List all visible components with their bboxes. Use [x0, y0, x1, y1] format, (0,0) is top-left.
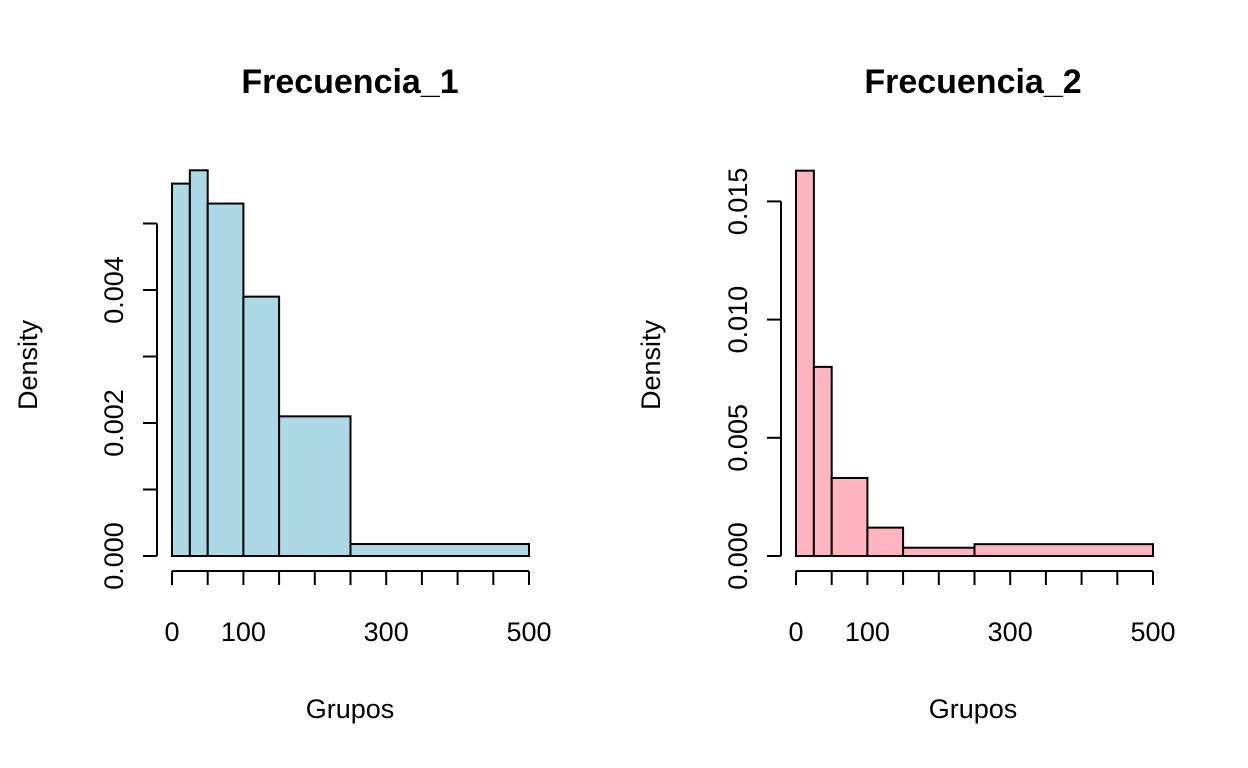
x-tick-label: 100: [845, 617, 890, 647]
chart-title-1: Frecuencia_1: [241, 63, 458, 101]
histogram-bar: [795, 169, 815, 557]
histogram-bar: [830, 476, 869, 558]
histogram-bar: [349, 543, 530, 558]
histogram-bar: [902, 546, 976, 558]
y-tick-label: 0.015: [723, 168, 753, 236]
histogram-bar: [188, 169, 209, 558]
bars-1: [171, 169, 530, 558]
x-tick-label: 500: [1130, 617, 1175, 647]
histogram-bar: [171, 182, 191, 557]
y-tick-label: 0.010: [723, 286, 753, 354]
histogram-bar: [278, 415, 352, 557]
y-axis-label-1: Density: [13, 319, 43, 410]
x-tick-label: 500: [506, 617, 551, 647]
histogram-panel-2: Frecuencia_2 Grupos Density 0 100 300 500 0.…: [636, 63, 1176, 724]
y-tick-label: 0.002: [99, 389, 129, 457]
y-tick-label: 0.005: [723, 404, 753, 472]
x-tick-label: 300: [988, 617, 1033, 647]
histogram-bar: [206, 202, 245, 558]
y-tick-label: 0.000: [99, 522, 129, 590]
x-tick-label: 300: [364, 617, 409, 647]
histogram-panel-1: Frecuencia_1 Grupos Density 0 100 300 500 0.…: [13, 63, 552, 724]
y-tick-label: 0.000: [723, 522, 753, 590]
y-axis-label-2: Density: [636, 319, 666, 410]
x-axis-label-1: Grupos: [306, 694, 395, 724]
x-tick-label: 100: [221, 617, 266, 647]
axes-2: 0 100 300 500 0.000 0.005 0.010 0.015: [723, 168, 1176, 647]
histogram-bar: [866, 526, 905, 558]
x-tick-label: 0: [788, 617, 803, 647]
histogram-bar: [973, 543, 1154, 557]
x-tick-label: 0: [164, 617, 179, 647]
y-tick-label: 0.004: [99, 256, 129, 324]
histogram-bar: [812, 365, 833, 557]
histogram-bar: [242, 295, 281, 557]
x-axis-label-2: Grupos: [929, 694, 1018, 724]
chart-title-2: Frecuencia_2: [864, 63, 1081, 101]
bars-2: [795, 169, 1154, 558]
axes-1: 0 100 300 500 0.000 0.002 0.004: [99, 222, 552, 647]
